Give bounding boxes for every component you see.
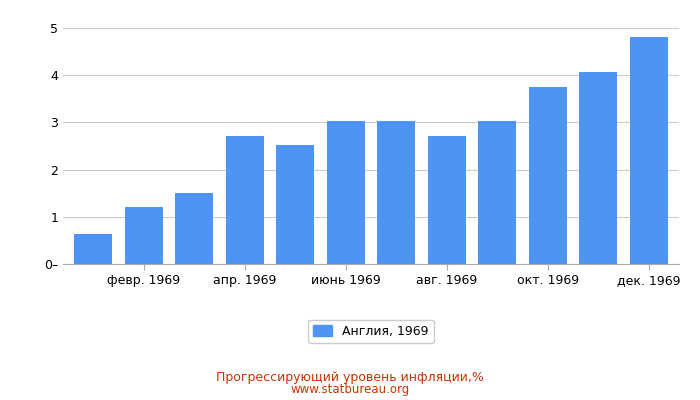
Bar: [175, 193, 214, 264]
Bar: [276, 145, 314, 264]
Text: www.statbureau.org: www.statbureau.org: [290, 384, 410, 396]
Bar: [226, 136, 264, 264]
Bar: [377, 121, 415, 264]
Bar: [528, 87, 567, 264]
Bar: [478, 121, 516, 264]
Bar: [327, 121, 365, 264]
Bar: [74, 234, 112, 264]
Bar: [580, 72, 617, 264]
Bar: [125, 207, 162, 264]
Bar: [428, 136, 466, 264]
Text: Прогрессирующий уровень инфляции,%: Прогрессирующий уровень инфляции,%: [216, 372, 484, 384]
Bar: [630, 37, 668, 264]
Legend: Англия, 1969: Англия, 1969: [309, 320, 433, 343]
